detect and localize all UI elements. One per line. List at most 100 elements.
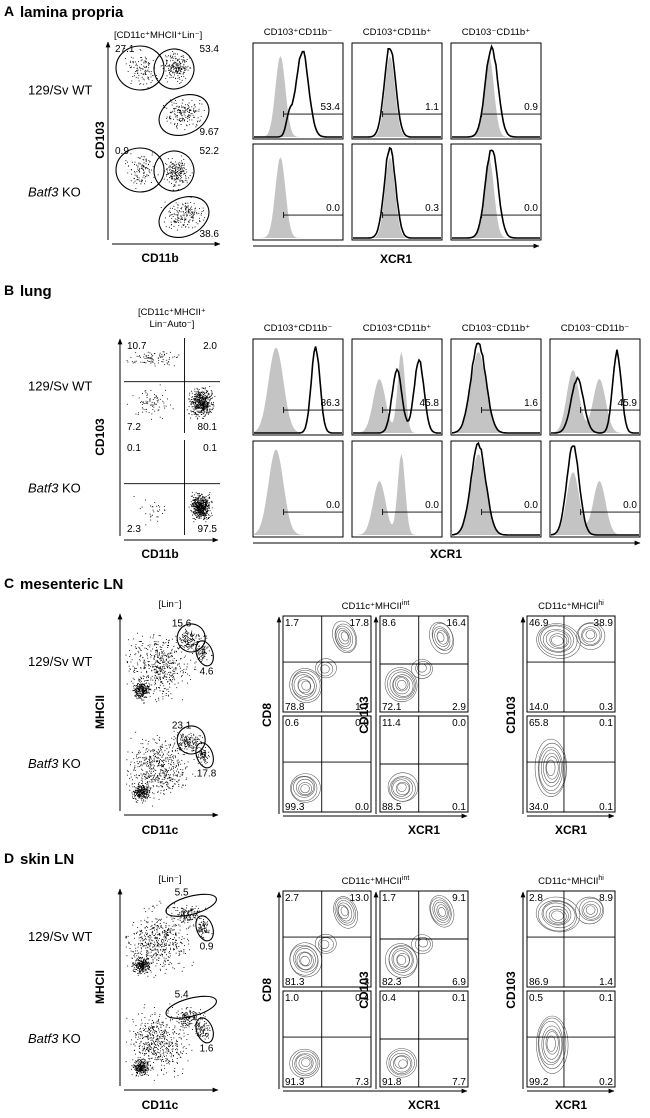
panel-c-contour-0-2-q-lr: 0.3 <box>599 702 613 713</box>
panel-a-title: lamina propria <box>20 4 124 21</box>
panel-c-gate-1-1 <box>176 725 206 755</box>
panel-c-contour-1-0-q-lr: 0.0 <box>355 802 369 813</box>
panel-d-gate-2-1 <box>195 1017 214 1044</box>
panel-d-contour-0-0-q-lr: 3 <box>363 977 369 988</box>
panel-a-dot-xlabel: CD11b <box>141 251 178 265</box>
panel-d-contour-1-0-contours <box>289 1048 320 1079</box>
panel-d-dots-0 <box>125 900 213 978</box>
panel-b-hist-0-0-frame <box>252 338 344 436</box>
panel-b-dot-ylabel: CD103 <box>93 418 107 456</box>
panel-d-contour-0-2-q-ur: 8.9 <box>599 893 613 904</box>
panel-a-gate-3-1 <box>158 196 210 238</box>
panel-a-dot-val-0-2: 9.67 <box>200 127 220 138</box>
panel-a-hist-xlabel: XCR1 <box>380 252 412 266</box>
panel-c-dot-val-1-0: 23.1 <box>172 720 192 731</box>
panel-c-contour-1-1-q-ll: 88.5 <box>382 802 402 813</box>
panel-a-gate-1-0 <box>115 45 165 91</box>
panel-b-hist-1-3-isotype <box>551 472 639 535</box>
panel-b-dot-val-1-2: 2.3 <box>127 524 141 535</box>
panel-c-group-title-0: CD11c⁺MHCIIint <box>342 600 410 612</box>
panel-c-contour-0-0-q-ur: 17.8 <box>350 618 370 629</box>
panel-d-dot-val-1-1: 1.6 <box>200 1043 214 1054</box>
panel-d-contour-0-0-contours <box>289 896 359 978</box>
panel-b-dot-val-0-2: 7.2 <box>127 422 141 433</box>
panel-b-letter: B <box>4 282 14 298</box>
panel-b-col-title-2: CD103⁻CD11b⁺ <box>462 323 530 334</box>
panel-b-hist-1-1-value: 0.0 <box>425 500 439 511</box>
panel-a-hist-0-0-isotype <box>254 56 342 137</box>
panel-d-contour-0-0-q-ul: 2.7 <box>285 893 299 904</box>
panel-c-contour-1-2-q-ul: 65.8 <box>529 718 549 729</box>
panel-a-dots-1 <box>125 152 206 231</box>
panel-c-letter: C <box>4 575 14 591</box>
panel-a-hist-1-1-value: 0.3 <box>425 203 439 214</box>
panel-c-contour-0-2-q-ul: 46.9 <box>529 618 549 629</box>
panel-b-hist-1-2-value: 0.0 <box>524 500 538 511</box>
panel-a-hist-1-2-isotype <box>452 157 540 238</box>
panel-d-group-title-0: CD11c⁺MHCIIint <box>342 875 410 887</box>
panel-b-dots-1 <box>133 491 213 526</box>
panel-d-row-label-1: Batf3 KO <box>28 1031 81 1046</box>
panel-b-hist-1-3-frame <box>549 440 641 538</box>
panel-d-contour-0-1-q-ul: 1.7 <box>382 893 396 904</box>
panel-a-hist-0-2-value: 0.9 <box>524 102 538 113</box>
panel-a-dot-val-0-1: 53.4 <box>200 44 220 55</box>
panel-d-contour-0-1-contours <box>385 895 455 979</box>
panel-c-dot-val-1-1: 17.8 <box>197 768 217 779</box>
panel-c-row-label-0: 129/Sv WT <box>28 654 92 669</box>
panel-c-contour-1-0-contours <box>290 773 321 803</box>
panel-d-contour-1-2-frame <box>526 990 616 1088</box>
panel-a-hist-1-2-value: 0.0 <box>524 203 538 214</box>
panel-b-hist-1-1-isotype <box>353 453 441 535</box>
panel-b-dot-val-1-1: 0.1 <box>203 443 217 454</box>
panel-b-hist-0-1-value: 45.8 <box>420 398 440 409</box>
panel-b-hist-0-0-isotype <box>254 347 342 433</box>
panel-d-dot-ylabel: MHCII <box>93 970 107 1004</box>
panel-b-hist-1-0-frame <box>252 440 344 538</box>
panel-c-contour-1-1-contours <box>387 772 419 802</box>
panel-c-dot-val-0-0: 15.6 <box>172 618 192 629</box>
panel-b-dot-val-0-3: 80.1 <box>198 422 218 433</box>
panel-a-dots-0 <box>124 48 209 131</box>
panel-a-gate-2-1 <box>153 150 195 192</box>
panel-c-contour-ylabel-0: CD8 <box>260 703 274 727</box>
panel-c-contour-0-2-q-ur: 38.9 <box>594 618 614 629</box>
panel-d-gate-label: [Lin⁻] <box>159 874 182 885</box>
panel-c-row-label-1: Batf3 KO <box>28 756 81 771</box>
panel-c-contour-1-1-q-ur: 0.0 <box>452 718 466 729</box>
panel-c-contour-1-0-q-ll: 99.3 <box>285 802 305 813</box>
panel-a-dotplot-1 <box>112 143 222 240</box>
panel-d-contour-1-0-q-ul: 1.0 <box>285 993 299 1004</box>
panel-a-dot-val-1-0: 0.9 <box>115 146 129 157</box>
panel-a-hist-1-0-value: 0.0 <box>326 203 340 214</box>
panel-a-gate-3-0 <box>158 94 210 136</box>
panel-c-contour-0-1-q-ll: 72.1 <box>382 702 402 713</box>
panel-a-col-title-0: CD103⁺CD11b⁻ <box>264 27 332 38</box>
panel-c-contour-1-2-frame <box>526 715 616 813</box>
panel-c-contour-ylabel-1: CD103 <box>357 696 371 734</box>
panel-a-hist-0-1-value: 1.1 <box>425 102 439 113</box>
panel-b-col-title-0: CD103⁺CD11b⁻ <box>264 323 332 334</box>
panel-c-contour-0-0-frame <box>282 615 372 713</box>
panel-b-hist-1-0-value: 0.0 <box>326 500 340 511</box>
panel-a-letter: A <box>4 3 14 19</box>
panel-b-hist-0-0-xcr1-line <box>254 346 342 434</box>
panel-d-contour-1-1-q-ll: 91.8 <box>382 1077 402 1088</box>
panel-c-contour-0-2-frame <box>526 615 616 713</box>
panel-b-dot-val-0-1: 2.0 <box>203 341 217 352</box>
panel-b-hist-0-1-isotype <box>353 351 441 433</box>
panel-a-hist-1-2-xcr1-line <box>452 149 540 239</box>
panel-b-hist-1-3-value: 0.0 <box>623 500 637 511</box>
panel-d-contour-0-2-frame <box>526 890 616 988</box>
panel-d-contour-1-0-q-ur: 0.4 <box>355 993 369 1004</box>
panel-b-hist-1-0-isotype <box>254 449 342 535</box>
panel-c-dots-1 <box>126 730 210 807</box>
panel-a-hist-0-2-xcr1-line <box>452 44 540 138</box>
panel-b-col-title-3: CD103⁻CD11b⁻ <box>561 323 629 334</box>
panel-b-dot-val-1-0: 0.1 <box>127 443 141 454</box>
panel-d-contour-ylabel-0: CD8 <box>260 978 274 1002</box>
panel-c-contour-0-2-q-ll: 14.0 <box>529 702 549 713</box>
panel-b-hist-xlabel: XCR1 <box>430 547 462 561</box>
panel-c-contour-0-0-q-lr: 1.7 <box>355 702 369 713</box>
